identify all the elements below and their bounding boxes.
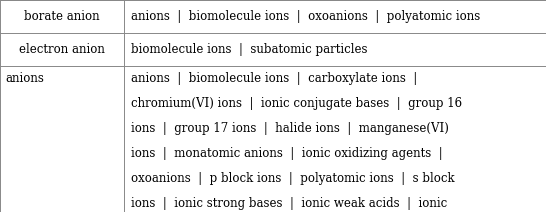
Text: ions  |  ionic strong bases  |  ionic weak acids  |  ionic: ions | ionic strong bases | ionic weak a… (131, 197, 447, 210)
Text: electron anion: electron anion (19, 43, 105, 56)
Text: anions: anions (5, 72, 44, 85)
Text: anions  |  biomolecule ions  |  oxoanions  |  polyatomic ions: anions | biomolecule ions | oxoanions | … (131, 10, 480, 23)
Text: ions  |  monatomic anions  |  ionic oxidizing agents  |: ions | monatomic anions | ionic oxidizin… (131, 147, 443, 160)
Text: ions  |  group 17 ions  |  halide ions  |  manganese(VI): ions | group 17 ions | halide ions | man… (131, 122, 449, 135)
Text: anions  |  biomolecule ions  |  carboxylate ions  |: anions | biomolecule ions | carboxylate … (131, 72, 417, 85)
Text: biomolecule ions  |  subatomic particles: biomolecule ions | subatomic particles (131, 43, 367, 56)
Text: oxoanions  |  p block ions  |  polyatomic ions  |  s block: oxoanions | p block ions | polyatomic io… (131, 172, 455, 185)
Text: borate anion: borate anion (25, 10, 100, 23)
Text: chromium(VI) ions  |  ionic conjugate bases  |  group 16: chromium(VI) ions | ionic conjugate base… (131, 97, 462, 110)
